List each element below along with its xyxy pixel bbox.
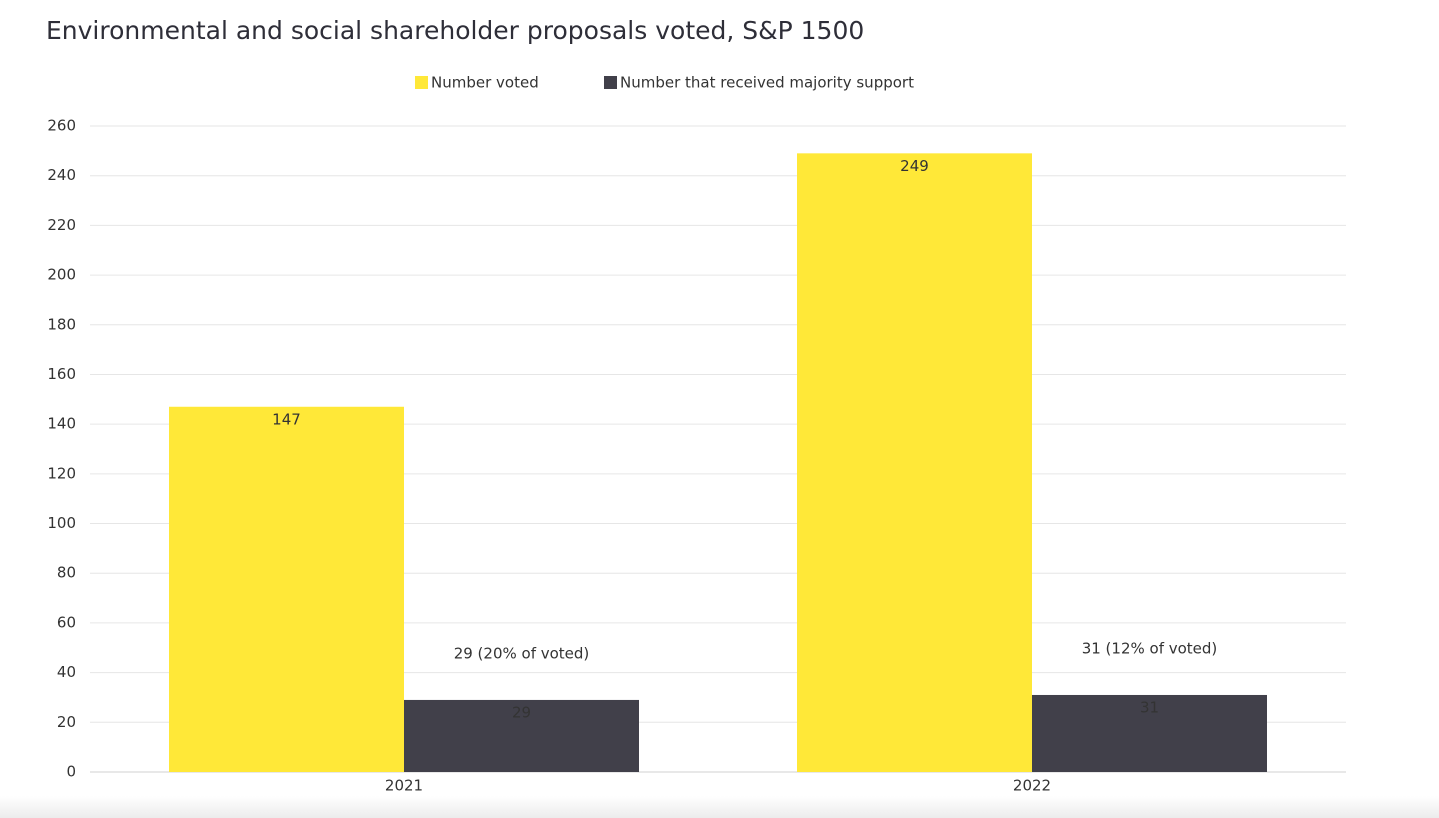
- y-tick-label: 60: [57, 613, 76, 631]
- x-tick-label: 2021: [385, 777, 423, 795]
- y-tick-label: 20: [57, 713, 76, 731]
- chart-title: Environmental and social shareholder pro…: [46, 16, 864, 45]
- value-label: 147: [272, 410, 301, 428]
- legend-swatch: [415, 76, 428, 89]
- x-tick-label: 2022: [1013, 777, 1051, 795]
- y-tick-label: 160: [47, 365, 76, 383]
- y-tick-label: 100: [47, 514, 76, 532]
- annotation: 31 (12% of voted): [1082, 639, 1218, 657]
- value-label: 31: [1140, 698, 1159, 716]
- y-tick-label: 0: [66, 763, 76, 781]
- y-tick-label: 180: [47, 315, 76, 333]
- bar: [797, 153, 1032, 773]
- y-tick-label: 260: [47, 117, 76, 135]
- y-tick-label: 240: [47, 166, 76, 184]
- y-tick-label: 140: [47, 415, 76, 433]
- y-tick-label: 80: [57, 564, 76, 582]
- value-label: 29: [512, 703, 531, 721]
- y-tick-label: 120: [47, 464, 76, 482]
- value-label: 249: [900, 157, 929, 175]
- annotation: 29 (20% of voted): [454, 644, 590, 662]
- bar: [1032, 694, 1267, 772]
- legend-label: Number that received majority support: [620, 74, 914, 92]
- bar: [404, 699, 639, 772]
- footer-shade: [0, 796, 1439, 818]
- y-tick-label: 220: [47, 216, 76, 234]
- legend-swatch: [604, 76, 617, 89]
- bar: [169, 406, 404, 772]
- y-tick-label: 200: [47, 266, 76, 284]
- y-tick-label: 40: [57, 663, 76, 681]
- legend-label: Number voted: [431, 74, 539, 92]
